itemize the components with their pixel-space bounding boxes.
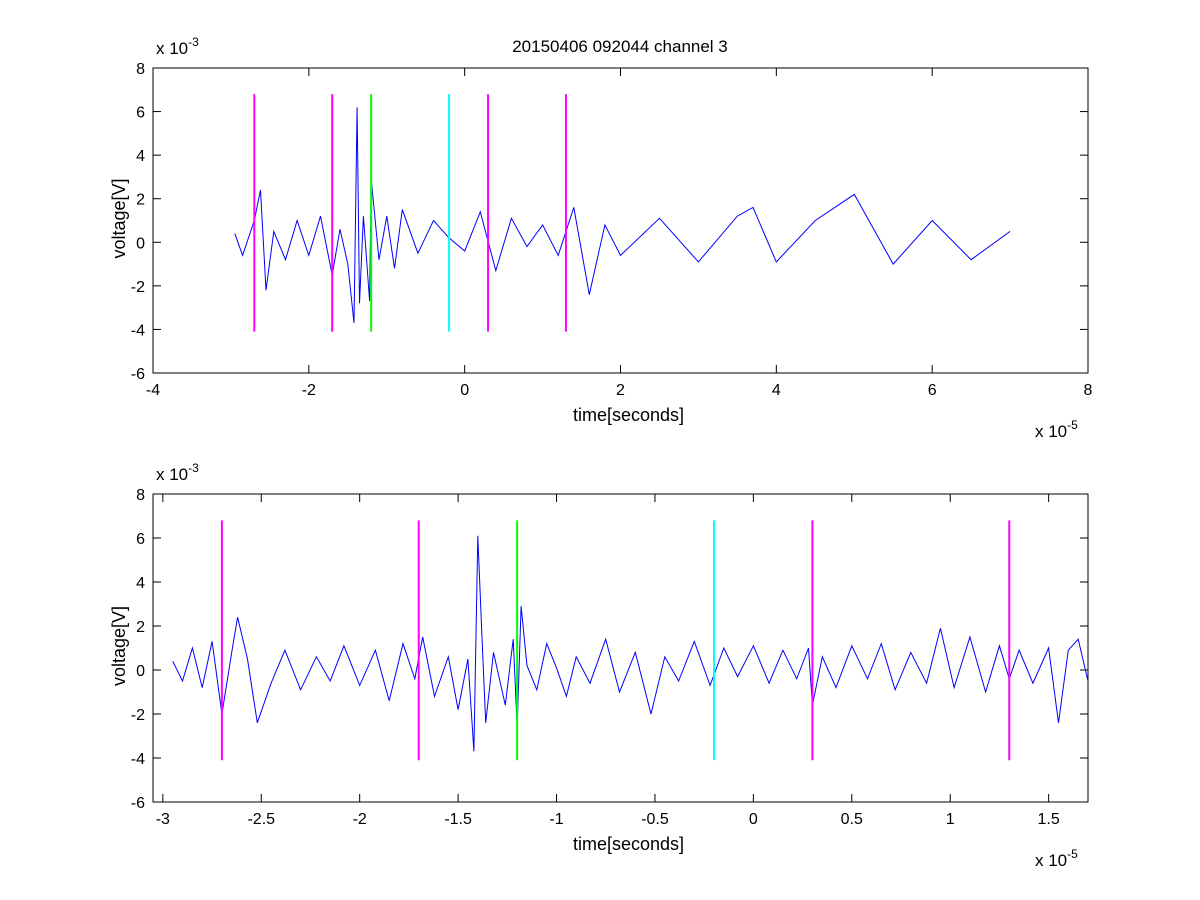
y-tick-label: -2: [131, 707, 145, 724]
x-exponent-power: -5: [1067, 847, 1078, 861]
y-tick-label: 0: [136, 663, 145, 680]
x-tick-label: 0.5: [841, 811, 863, 828]
x-tick-label: -0.5: [641, 811, 669, 828]
y-tick-label: 0: [136, 235, 145, 252]
y-tick-label: 4: [136, 575, 145, 592]
x-exponent-power: -5: [1067, 418, 1078, 432]
x-tick-label: -2: [302, 382, 316, 399]
bottom-subplot: -3 -2.5 -2 -1.5 -1 -0.5 0 0.5 1 1.5 -6 -4 -2 0 2 4 6 8 tim…: [109, 461, 1089, 870]
voltage-trace: [234, 107, 1011, 323]
y-tick-label: 8: [136, 487, 145, 504]
y-tick-label: 4: [136, 148, 145, 165]
y-axis-label: voltage[V]: [109, 606, 129, 686]
y-tick-label: 6: [136, 531, 145, 548]
x-exponent-label: x 10-5: [1035, 847, 1078, 870]
top-subplot: -4 -2 0 2 4 6 8-6-4-202468time[seconds]voltage…: [109, 35, 1093, 441]
x-tick-label: 0: [460, 382, 469, 399]
x-exponent-label: x 10-5: [1035, 418, 1078, 441]
x-tick-label: -3: [156, 811, 170, 828]
x-axis-label: time[seconds]: [573, 405, 684, 425]
x-tick-label: -2: [353, 811, 367, 828]
y-exponent-label: x 10-3: [156, 461, 199, 484]
y-tick-label: -4: [131, 751, 145, 768]
x-tick-label: -4: [146, 382, 160, 399]
x-tick-label: 1.5: [1038, 811, 1060, 828]
y-exponent-base: x 10: [156, 465, 188, 484]
y-tick-label: 2: [136, 619, 145, 636]
x-tick-label: -2.5: [247, 811, 275, 828]
x-exponent-base: x 10: [1035, 851, 1067, 870]
y-tick-label: -6: [131, 366, 145, 383]
x-tick-label: -1: [549, 811, 563, 828]
x-tick-label: -1.5: [444, 811, 472, 828]
y-tick-label: 2: [136, 192, 145, 209]
y-tick-label: 8: [136, 61, 145, 78]
y-axis-label: voltage[V]: [109, 178, 129, 258]
y-exponent-power: -3: [188, 461, 199, 475]
y-tick-label: -4: [131, 322, 145, 339]
y-tick-label: 6: [136, 105, 145, 122]
x-tick-label: 0: [749, 811, 758, 828]
x-tick-label: 8: [1084, 382, 1093, 399]
x-axis-label: time[seconds]: [573, 834, 684, 854]
x-tick-label: 2: [616, 382, 625, 399]
y-exponent-power: -3: [188, 35, 199, 49]
y-exponent-label: x 10-3: [156, 35, 199, 58]
x-tick-label: 1: [946, 811, 955, 828]
x-tick-label: 6: [928, 382, 937, 399]
x-tick-label: 4: [772, 382, 781, 399]
x-exponent-base: x 10: [1035, 422, 1067, 441]
y-tick-label: -6: [131, 795, 145, 812]
axes-frame: [152, 493, 1089, 803]
y-tick-label: -2: [131, 279, 145, 296]
voltage-trace: [172, 535, 1089, 752]
figure-title: 20150406 092044 channel 3: [512, 37, 728, 56]
y-exponent-base: x 10: [156, 39, 188, 58]
